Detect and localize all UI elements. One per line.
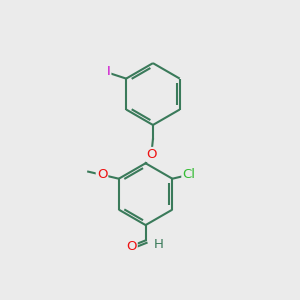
- Text: O: O: [146, 148, 157, 161]
- Text: H: H: [153, 238, 163, 251]
- Text: O: O: [97, 168, 107, 181]
- Text: I: I: [106, 65, 110, 78]
- Text: Cl: Cl: [182, 168, 195, 181]
- Text: O: O: [126, 240, 137, 253]
